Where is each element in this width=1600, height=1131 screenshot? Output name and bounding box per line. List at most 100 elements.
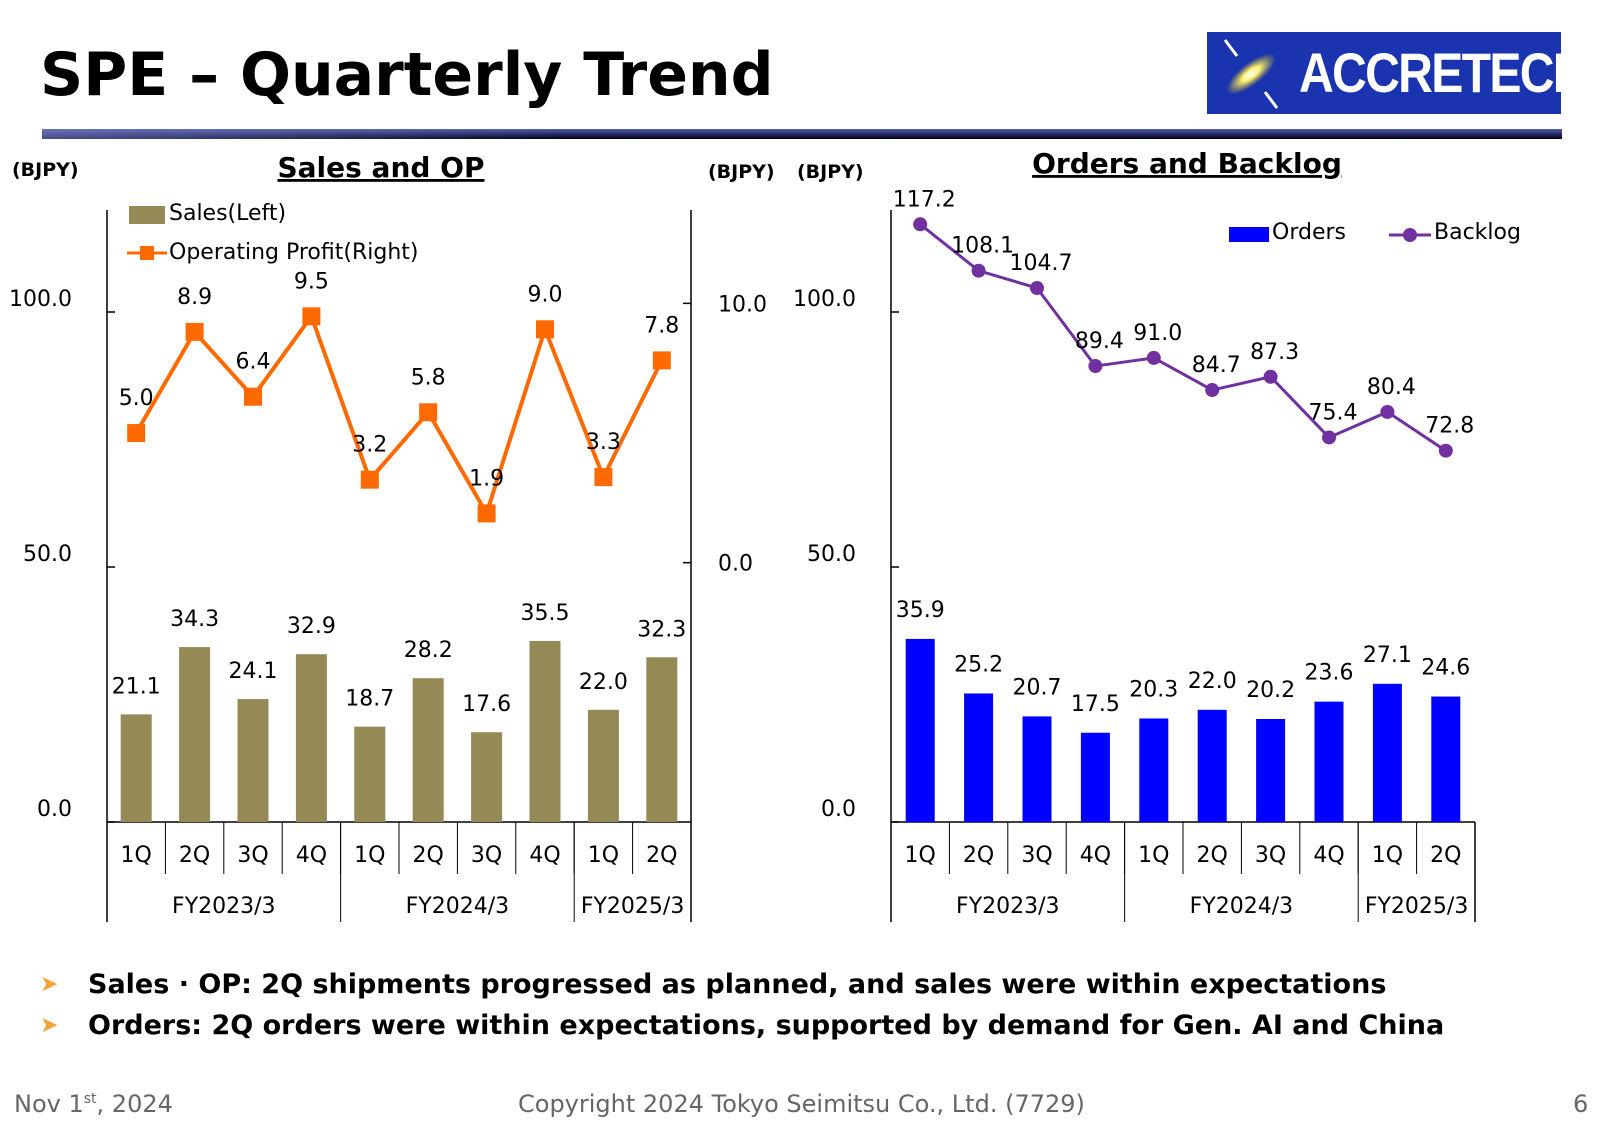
legend-sales-label: Sales(Left) bbox=[169, 201, 286, 226]
sales-bar bbox=[471, 732, 503, 822]
y2-tick-label: 10.0 bbox=[718, 292, 767, 317]
backlog-data-label: 87.3 bbox=[1250, 340, 1299, 365]
sales-bar bbox=[529, 640, 561, 822]
op-marker bbox=[477, 504, 496, 523]
title-underline bbox=[42, 129, 1562, 139]
group-label: FY2023/3 bbox=[172, 894, 276, 919]
charts-canvas: (BJPY) (BJPY) Sales and OP 0.0 50.0 100.0 0.0 1… bbox=[9, 147, 1521, 922]
backlog-marker bbox=[1146, 350, 1161, 365]
op-marker bbox=[419, 403, 438, 422]
bullet-item: ➤ Orders: 2Q orders were within expectat… bbox=[40, 1005, 1444, 1046]
backlog-marker bbox=[913, 217, 928, 232]
op-marker bbox=[360, 470, 379, 489]
bullet-item: ➤ Sales · OP: 2Q shipments progressed as… bbox=[40, 964, 1444, 1005]
logo-wordmark: ACCRETECH bbox=[1299, 41, 1588, 104]
backlog-marker bbox=[1088, 359, 1103, 374]
title-underline-highlight bbox=[42, 129, 562, 139]
orders-bar bbox=[964, 693, 994, 822]
op-data-label: 8.9 bbox=[177, 285, 212, 310]
y-tick-label: 100.0 bbox=[793, 287, 856, 312]
backlog-data-label: 117.2 bbox=[893, 187, 956, 212]
y-tick-label: 50.0 bbox=[23, 542, 72, 567]
chart-title: Orders and Backlog bbox=[1032, 147, 1342, 180]
sales-data-label: 18.7 bbox=[345, 687, 394, 712]
chart-title: Sales and OP bbox=[277, 151, 484, 184]
footer-date-suffix: , 2024 bbox=[96, 1090, 173, 1118]
sales-data-label: 32.3 bbox=[637, 617, 686, 642]
op-data-label: 1.9 bbox=[469, 466, 504, 491]
arrow-bullet-icon: ➤ bbox=[40, 1013, 59, 1038]
backlog-marker bbox=[971, 263, 986, 278]
orders-bar bbox=[1139, 718, 1169, 822]
y-tick-label: 100.0 bbox=[9, 287, 72, 312]
sales-bar bbox=[237, 699, 269, 822]
arrow-bullet-icon: ➤ bbox=[40, 972, 59, 997]
legend-backlog-label: Backlog bbox=[1434, 220, 1521, 245]
backlog-marker bbox=[1438, 443, 1453, 458]
orders-data-label: 24.6 bbox=[1421, 656, 1470, 681]
x-tick-label: 4Q bbox=[1080, 843, 1111, 868]
legend-op-label: Operating Profit(Right) bbox=[169, 240, 418, 265]
x-tick-label: 2Q bbox=[1197, 843, 1228, 868]
logo-spark-icon bbox=[1223, 39, 1279, 109]
orders-backlog-chart: (BJPY) Orders and Backlog 0.0 50.0 100.0 1Q 2Q… bbox=[793, 147, 1521, 922]
x-tick-label: 3Q bbox=[471, 843, 502, 868]
backlog-marker bbox=[1380, 404, 1395, 419]
bullet-list: ➤ Sales · OP: 2Q shipments progressed as… bbox=[40, 964, 1444, 1046]
legend-backlog-marker bbox=[1403, 228, 1417, 242]
op-data-label: 7.8 bbox=[644, 313, 679, 338]
backlog-line bbox=[919, 223, 1447, 452]
op-line bbox=[134, 312, 664, 519]
legend-sales-swatch bbox=[129, 206, 165, 224]
x-tick-label: 1Q bbox=[1138, 843, 1169, 868]
x-tick-label: 1Q bbox=[905, 843, 936, 868]
y-tick-label: 0.0 bbox=[37, 797, 72, 822]
sales-bar bbox=[646, 657, 678, 822]
right-axis-unit: (BJPY) bbox=[708, 161, 775, 183]
orders-bar bbox=[1256, 718, 1286, 822]
accretech-logo: ACCRETECH bbox=[1207, 32, 1588, 114]
footer-copyright: Copyright 2024 Tokyo Seimitsu Co., Ltd. … bbox=[518, 1090, 1085, 1118]
sales-bar bbox=[587, 709, 619, 822]
group-label: FY2025/3 bbox=[1365, 894, 1469, 919]
bullet-text: Orders: 2Q orders were within expectatio… bbox=[88, 1010, 1445, 1041]
orders-bar bbox=[1022, 716, 1052, 822]
backlog-data-label: 72.8 bbox=[1425, 414, 1474, 439]
footer-date: Nov 1st, 2024 bbox=[14, 1090, 173, 1118]
footer-date-suffix-sup: st bbox=[83, 1091, 97, 1107]
sales-op-chart: (BJPY) (BJPY) Sales and OP 0.0 50.0 100.0 0.0 1… bbox=[9, 151, 775, 922]
x-tick-label: 2Q bbox=[646, 843, 677, 868]
x-tick-label: 4Q bbox=[529, 843, 560, 868]
op-data-label: 6.4 bbox=[236, 350, 271, 375]
op-data-label: 9.5 bbox=[294, 269, 329, 294]
orders-bar bbox=[1431, 696, 1461, 822]
op-data-label: 3.2 bbox=[352, 433, 387, 458]
orders-bar bbox=[1080, 732, 1110, 822]
group-label: FY2023/3 bbox=[956, 894, 1060, 919]
left-axis-unit: (BJPY) bbox=[12, 159, 79, 181]
op-marker bbox=[594, 468, 613, 487]
page-title: SPE – Quarterly Trend bbox=[40, 40, 774, 110]
sales-bar bbox=[120, 714, 152, 822]
backlog-data-label: 75.4 bbox=[1309, 400, 1358, 425]
backlog-data-label: 89.4 bbox=[1075, 329, 1124, 354]
backlog-data-label: 80.4 bbox=[1367, 375, 1416, 400]
legend-orders-label: Orders bbox=[1272, 220, 1346, 245]
op-data-label: 3.3 bbox=[586, 430, 621, 455]
x-tick-label: 3Q bbox=[1255, 843, 1286, 868]
backlog-data-label: 91.0 bbox=[1133, 321, 1182, 346]
footer-page-number: 6 bbox=[1573, 1090, 1589, 1118]
op-data-label: 5.8 bbox=[411, 365, 446, 390]
sales-data-label: 21.1 bbox=[112, 674, 161, 699]
sales-data-label: 28.2 bbox=[404, 638, 453, 663]
x-tick-label: 1Q bbox=[588, 843, 619, 868]
op-marker bbox=[536, 320, 554, 339]
op-marker bbox=[302, 307, 321, 326]
op-marker bbox=[652, 351, 671, 370]
orders-data-label: 17.5 bbox=[1071, 692, 1120, 717]
backlog-marker bbox=[1205, 383, 1220, 398]
op-data-label: 9.0 bbox=[528, 282, 563, 307]
x-tick-label: 4Q bbox=[1313, 843, 1344, 868]
sales-data-label: 17.6 bbox=[462, 692, 511, 717]
x-tick-label: 4Q bbox=[296, 843, 327, 868]
